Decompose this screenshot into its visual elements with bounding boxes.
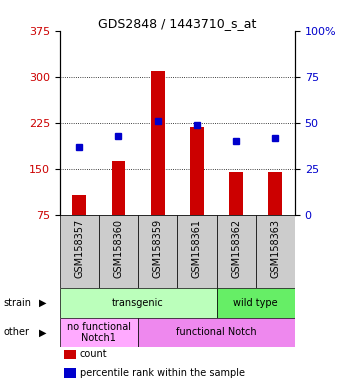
Text: GSM158363: GSM158363 [270,219,280,278]
Text: GSM158357: GSM158357 [74,219,84,278]
Bar [64,368,76,378]
Bar [151,71,165,215]
Text: GSM158362: GSM158362 [231,219,241,278]
Bar [217,288,295,318]
Text: transgenic: transgenic [112,298,164,308]
Bar [190,127,204,215]
Text: ▶: ▶ [39,298,47,308]
Bar [229,172,243,215]
Bar [60,288,217,318]
Bar [217,215,256,288]
Text: GSM158361: GSM158361 [192,219,202,278]
Bar [60,318,138,347]
Text: GDS2848 / 1443710_s_at: GDS2848 / 1443710_s_at [98,17,256,30]
Text: ▶: ▶ [39,327,47,338]
Bar [177,215,217,288]
Bar [60,215,99,288]
Text: percentile rank within the sample: percentile rank within the sample [80,368,245,378]
Bar [99,215,138,288]
Bar [138,215,177,288]
Text: count: count [80,349,107,359]
Text: GSM158359: GSM158359 [153,219,163,278]
Text: GSM158360: GSM158360 [114,219,123,278]
Text: strain: strain [3,298,31,308]
Bar [64,349,76,359]
Text: wild type: wild type [234,298,278,308]
Bar [72,195,86,215]
Text: other: other [3,327,29,338]
Bar [138,318,295,347]
Bar [268,172,282,215]
Text: functional Notch: functional Notch [176,327,257,338]
Text: no functional
Notch1: no functional Notch1 [67,321,131,343]
Bar [112,161,125,215]
Bar [256,215,295,288]
